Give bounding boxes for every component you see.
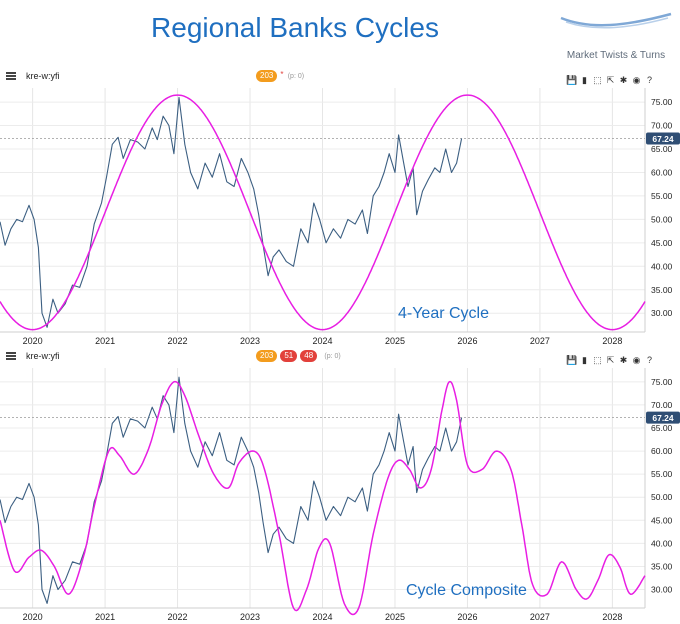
- chart-panel-top: kre-w:yfi 203 * (p: 0) 💾 ▮ ⬚ ⇱ ✱ ◉? 2020 2021 20…: [0, 66, 680, 346]
- y-tick-label: 40.00: [651, 261, 673, 271]
- p-note: (p: 0): [324, 353, 341, 360]
- fullscreen-icon[interactable]: ⇱: [606, 355, 615, 365]
- x-tick-label: 2027: [530, 612, 550, 622]
- x-tick-label: 2020: [23, 612, 43, 622]
- y-tick-label: 75.00: [651, 377, 673, 387]
- star-marker: *: [280, 70, 284, 79]
- indicator-badge[interactable]: 48: [300, 350, 318, 362]
- x-tick-label: 2027: [530, 336, 550, 346]
- x-tick-label: 2024: [312, 336, 332, 346]
- y-tick-label: 45.00: [651, 515, 673, 525]
- last-price-tag: [646, 411, 680, 424]
- tool-icons: 💾 ▮ ⬚ ⇱ ✱ ◉?: [566, 350, 657, 368]
- crosshair-icon[interactable]: ✱: [619, 355, 628, 365]
- y-tick-label: 30.00: [651, 308, 673, 318]
- y-tick-label: 65.00: [651, 423, 673, 433]
- p-note: (p: 0): [287, 73, 305, 80]
- indicator-badges: 203 51 48 (p: 0): [256, 350, 341, 362]
- tool-icons: 💾 ▮ ⬚ ⇱ ✱ ◉?: [566, 70, 657, 88]
- y-tick-label: 40.00: [651, 538, 673, 548]
- y-tick-label: 70.00: [651, 400, 673, 410]
- price-series-line: [0, 96, 463, 328]
- cycle-series-line: [0, 94, 646, 331]
- y-tick-label: 35.00: [651, 561, 673, 571]
- y-tick-label: 50.00: [651, 214, 673, 224]
- menu-icon[interactable]: [6, 352, 16, 360]
- y-tick-label: 45.00: [651, 238, 673, 248]
- eye-icon[interactable]: ◉: [632, 75, 641, 85]
- last-price-label: 67.24: [652, 134, 674, 144]
- symbol-label[interactable]: kre-w:yfi: [26, 351, 60, 361]
- crosshair-icon[interactable]: ✱: [619, 75, 628, 85]
- bar-chart-icon[interactable]: ▮: [582, 355, 587, 365]
- save-icon[interactable]: 💾: [566, 355, 578, 365]
- x-tick-label: 2025: [385, 336, 405, 346]
- help-icon[interactable]: ?: [646, 355, 652, 365]
- cycle-annotation: 4-Year Cycle: [398, 305, 489, 322]
- x-tick-label: 2026: [457, 336, 477, 346]
- chart-plot-4-year-cycle: 2020 2021 2022 2023 2024 2025 2026 2027 2028 30.0…: [0, 88, 680, 346]
- x-tick-label: 2025: [385, 612, 405, 622]
- y-tick-label: 75.00: [651, 97, 673, 107]
- bar-chart-icon[interactable]: ▮: [582, 75, 587, 85]
- x-tick-label: 2021: [95, 336, 115, 346]
- last-price-label: 67.24: [652, 413, 674, 423]
- brand-logo-text: Market Twists & Turns: [566, 50, 666, 61]
- y-tick-label: 35.00: [651, 285, 673, 295]
- expand-icon[interactable]: ⬚: [593, 355, 602, 365]
- chart-panel-bottom: kre-w:yfi 203 51 48 (p: 0) 💾 ▮ ⬚ ⇱ ✱ ◉? 2020 202…: [0, 346, 680, 624]
- x-tick-label: 2022: [168, 612, 188, 622]
- x-tick-label: 2022: [168, 336, 188, 346]
- x-tick-label: 2028: [602, 336, 622, 346]
- help-icon[interactable]: ?: [646, 75, 652, 85]
- chart-toolbar: kre-w:yfi 203 51 48 (p: 0) 💾 ▮ ⬚ ⇱ ✱ ◉?: [0, 346, 680, 368]
- indicator-badge[interactable]: 203: [256, 70, 278, 82]
- brand-logo-swoosh: [560, 12, 672, 29]
- y-tick-label: 70.00: [651, 121, 673, 131]
- x-tick-label: 2023: [240, 612, 260, 622]
- y-tick-label: 65.00: [651, 144, 673, 154]
- indicator-badges: 203 * (p: 0): [256, 70, 304, 82]
- y-tick-label: 30.00: [651, 585, 673, 595]
- y-tick-label: 50.00: [651, 492, 673, 502]
- y-tick-label: 55.00: [651, 191, 673, 201]
- fullscreen-icon[interactable]: ⇱: [606, 75, 615, 85]
- x-tick-label: 2021: [95, 612, 115, 622]
- indicator-badge[interactable]: 51: [280, 350, 298, 362]
- eye-icon[interactable]: ◉: [632, 355, 641, 365]
- x-tick-label: 2020: [23, 336, 43, 346]
- price-series-line: [0, 376, 463, 604]
- x-tick-label: 2024: [312, 612, 332, 622]
- last-price-tag: [646, 132, 680, 145]
- expand-icon[interactable]: ⬚: [593, 75, 602, 85]
- y-tick-label: 60.00: [651, 167, 673, 177]
- chart-plot-cycle-composite: 2020 2021 2022 2023 2024 2025 2026 2027 2028 30.0…: [0, 368, 680, 622]
- cycle-annotation: Cycle Composite: [406, 582, 527, 599]
- menu-icon[interactable]: [6, 72, 16, 80]
- y-tick-label: 60.00: [651, 446, 673, 456]
- x-tick-label: 2023: [240, 336, 260, 346]
- y-tick-label: 55.00: [651, 469, 673, 479]
- cycle-series-line: [0, 380, 646, 616]
- indicator-badge[interactable]: 203: [256, 350, 278, 362]
- x-tick-label: 2026: [457, 612, 477, 622]
- chart-toolbar: kre-w:yfi 203 * (p: 0) 💾 ▮ ⬚ ⇱ ✱ ◉?: [0, 66, 680, 88]
- page-title: Regional Banks Cycles: [151, 12, 439, 43]
- x-tick-label: 2028: [602, 612, 622, 622]
- symbol-label[interactable]: kre-w:yfi: [26, 71, 60, 81]
- save-icon[interactable]: 💾: [566, 75, 578, 85]
